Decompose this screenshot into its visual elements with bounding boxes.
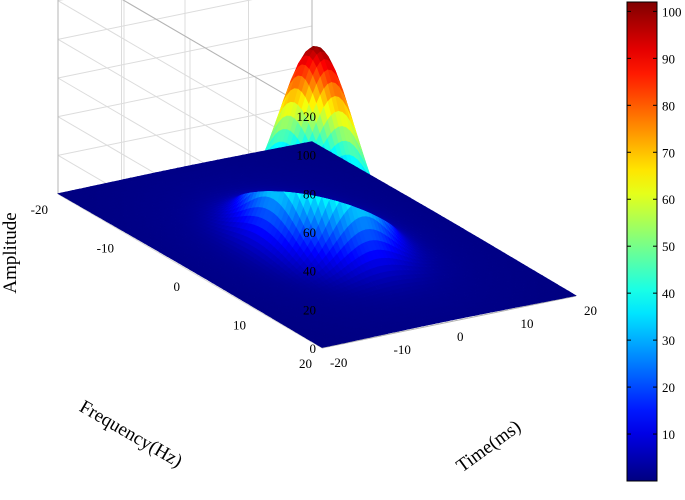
z-tick-label: 80 bbox=[303, 186, 316, 201]
colorbar-tick-label: 20 bbox=[662, 380, 675, 395]
colorbar-tick-label: 40 bbox=[662, 286, 675, 301]
y-tick-label: -20 bbox=[31, 202, 48, 217]
x-tick-label: -10 bbox=[394, 342, 411, 357]
box-edge bbox=[122, 0, 323, 117]
colorbar-tick-label: 70 bbox=[662, 145, 675, 160]
grid-line bbox=[57, 0, 253, 40]
colorbar-tick-label: 90 bbox=[662, 51, 675, 66]
z-tick-label: 100 bbox=[297, 148, 317, 163]
y-axis-label: Frequency(Hz) bbox=[76, 396, 186, 472]
colorbar-tick-label: 80 bbox=[662, 98, 675, 113]
x-tick-label: -20 bbox=[330, 355, 347, 370]
z-tick-label: 40 bbox=[303, 264, 316, 279]
colorbar-tick-label: 10 bbox=[662, 427, 675, 442]
colorbar-tick-label: 100 bbox=[662, 4, 682, 19]
x-tick-label: 20 bbox=[584, 303, 597, 318]
y-tick-label: 10 bbox=[233, 318, 246, 333]
colorbar-tick-label: 30 bbox=[662, 333, 675, 348]
surface-plot bbox=[57, 46, 577, 348]
grid-line bbox=[57, 64, 313, 118]
x-axis-label: Time(ms) bbox=[453, 416, 525, 477]
y-tick-label: 0 bbox=[174, 279, 181, 294]
grid-line bbox=[57, 102, 313, 156]
z-tick-label: 20 bbox=[303, 302, 316, 317]
grid-line bbox=[57, 25, 313, 79]
z-axis-label: Amplitude bbox=[0, 212, 21, 293]
y-axis-line bbox=[321, 295, 577, 349]
z-tick-label: 60 bbox=[303, 225, 316, 240]
z-tick-label: 120 bbox=[297, 109, 317, 124]
y-tick-label: 20 bbox=[299, 356, 312, 371]
colorbar-tick-label: 50 bbox=[662, 239, 675, 254]
x-tick-label: 10 bbox=[521, 316, 534, 331]
z-tick-label: 0 bbox=[310, 341, 317, 356]
colorbar bbox=[626, 1, 658, 482]
y-tick-label: -10 bbox=[97, 241, 114, 256]
colorbar-tick-label: 60 bbox=[662, 192, 675, 207]
x-tick-label: 0 bbox=[457, 329, 464, 344]
